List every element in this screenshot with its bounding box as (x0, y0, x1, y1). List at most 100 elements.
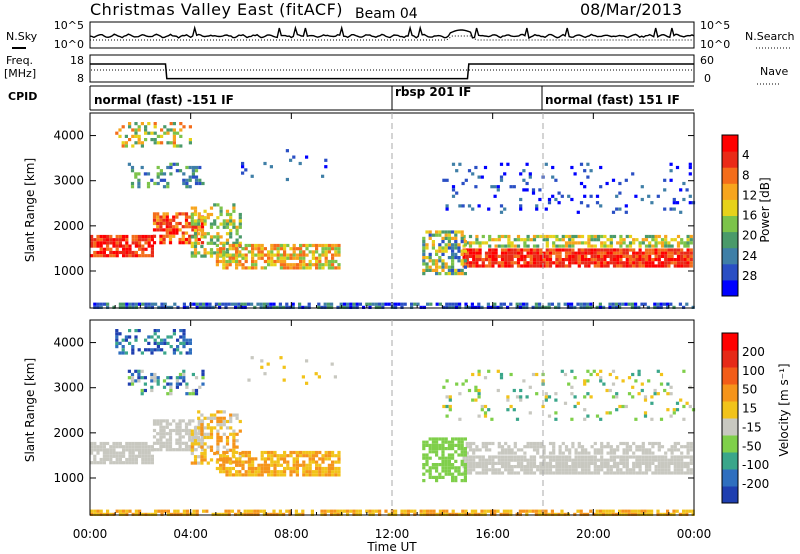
data-cell (454, 475, 458, 479)
data-cell (273, 450, 277, 455)
data-cell (570, 302, 574, 306)
data-cell (587, 238, 591, 242)
data-cell (279, 243, 283, 248)
data-cell (468, 264, 473, 268)
data-cell (435, 466, 439, 470)
data-cell (683, 455, 687, 459)
data-cell (315, 247, 319, 251)
data-cell (188, 341, 192, 345)
data-cell (667, 254, 671, 258)
data-cell (211, 305, 215, 309)
data-cell (455, 169, 459, 173)
data-cell (558, 264, 562, 268)
data-cell (115, 335, 119, 339)
data-cell (683, 241, 687, 245)
data-cell (241, 473, 245, 477)
data-cell (115, 329, 119, 333)
data-cell (545, 254, 549, 258)
data-cell (355, 302, 359, 306)
data-cell (286, 466, 290, 471)
data-cell (156, 165, 160, 170)
data-cell (451, 437, 455, 441)
data-cell (240, 512, 244, 516)
data-cell (165, 422, 169, 426)
data-cell (197, 428, 201, 433)
data-cell (570, 165, 574, 170)
data-cell (115, 441, 119, 446)
data-cell (188, 165, 192, 170)
data-cell (673, 251, 677, 255)
colorbar-tick-label: 50 (742, 383, 757, 397)
data-cell (488, 261, 492, 265)
data-cell (667, 251, 671, 255)
data-cell (292, 247, 296, 251)
data-cell (305, 266, 309, 270)
data-cell (251, 266, 255, 270)
data-cell (451, 194, 456, 198)
data-cell (331, 470, 335, 474)
data-cell (222, 247, 226, 251)
colorbar-swatch (722, 333, 738, 351)
data-cell (477, 369, 481, 373)
data-cell (513, 445, 517, 449)
data-cell (121, 348, 125, 352)
data-cell (625, 468, 629, 472)
data-cell (641, 448, 645, 452)
data-cell (299, 266, 303, 270)
data-cell (109, 457, 113, 462)
data-cell (172, 351, 176, 355)
data-cell (295, 450, 299, 455)
data-cell (178, 441, 182, 445)
data-cell (631, 385, 635, 389)
data-cell (428, 437, 432, 441)
data-cell (251, 243, 255, 248)
data-cell (631, 395, 635, 399)
data-cell (279, 256, 283, 260)
data-cell (295, 466, 299, 471)
data-cell (222, 463, 226, 467)
data-cell (500, 251, 505, 255)
data-cell (150, 254, 154, 258)
data-cell (178, 237, 182, 242)
data-cell (257, 470, 261, 474)
data-cell (571, 445, 575, 449)
data-cell (660, 238, 665, 242)
data-cell (442, 178, 446, 182)
data-cell (327, 250, 331, 254)
data-cell (298, 512, 302, 516)
data-cell (539, 234, 543, 239)
data-cell (422, 236, 426, 240)
xaxis-tick-label: 12:00 (375, 527, 410, 541)
data-cell (516, 248, 521, 252)
data-cell (222, 241, 226, 245)
data-cell (579, 181, 584, 186)
data-cell (683, 264, 687, 268)
data-cell (283, 250, 287, 254)
data-cell (273, 247, 277, 251)
data-cell (538, 197, 542, 202)
data-cell (536, 248, 540, 252)
data-cell (539, 455, 543, 459)
data-cell (203, 209, 207, 213)
data-cell (592, 512, 596, 516)
data-cell (676, 241, 681, 245)
data-cell (670, 461, 674, 465)
data-cell (608, 411, 612, 415)
data-cell (254, 253, 258, 257)
data-cell (625, 448, 629, 452)
data-cell (231, 253, 235, 257)
data-cell (96, 451, 100, 455)
data-cell (602, 382, 606, 386)
data-cell (483, 509, 487, 513)
data-cell (90, 254, 94, 258)
data-cell (534, 509, 538, 513)
data-cell (474, 398, 478, 402)
data-cell (311, 243, 315, 248)
data-cell (561, 244, 565, 248)
data-cell (394, 509, 398, 513)
data-cell (131, 305, 135, 309)
data-cell (118, 305, 122, 309)
data-cell (153, 131, 157, 135)
data-cell (112, 441, 116, 446)
data-cell (587, 248, 591, 252)
